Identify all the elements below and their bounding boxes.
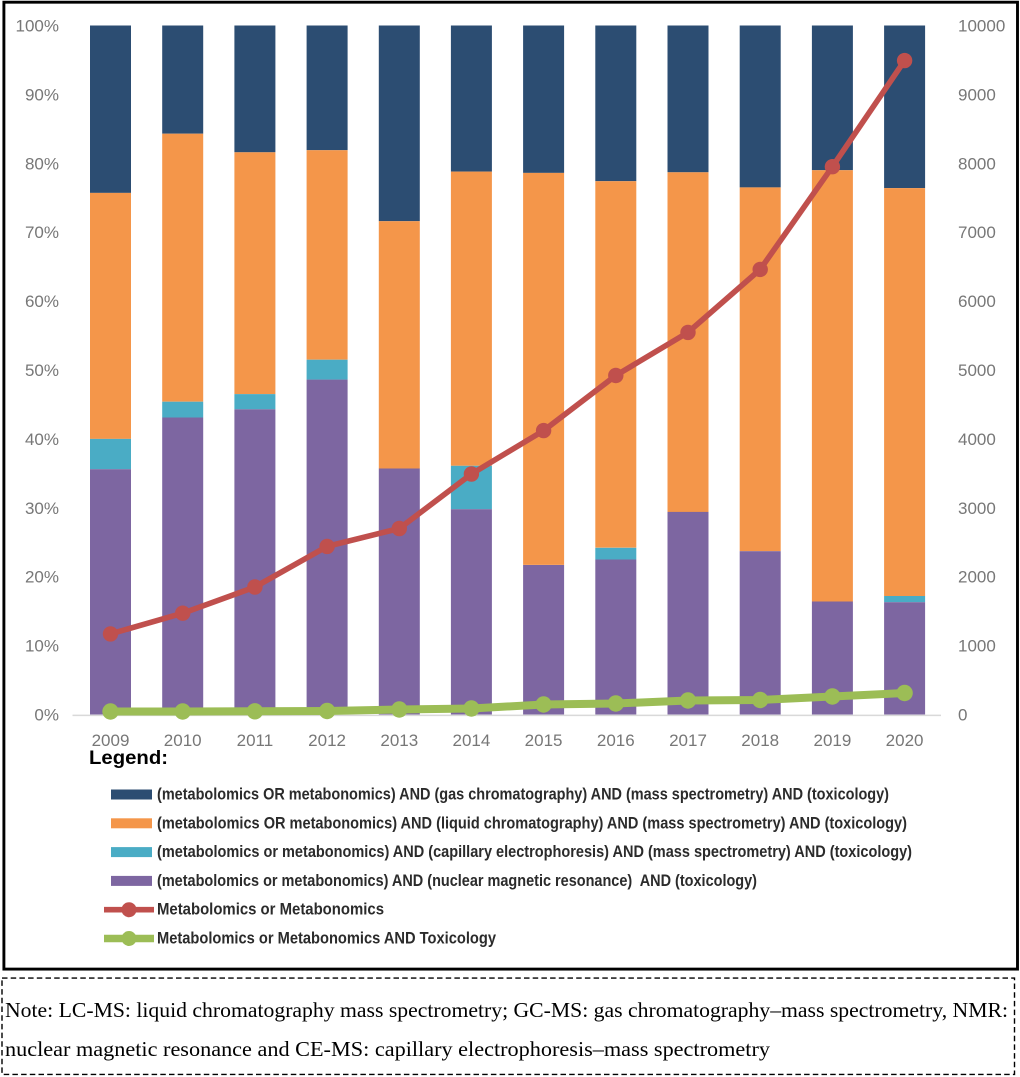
svg-text:nuclear magnetic resonance and: nuclear magnetic resonance and CE-MS: ca… <box>5 1037 771 1061</box>
svg-text:10000: 10000 <box>958 17 1005 36</box>
svg-text:2015: 2015 <box>525 731 563 750</box>
svg-text:2020: 2020 <box>886 731 924 750</box>
svg-text:6000: 6000 <box>958 292 996 311</box>
svg-text:2012: 2012 <box>308 731 346 750</box>
svg-text:50%: 50% <box>25 361 59 380</box>
svg-text:(metabolomics or metabonomics): (metabolomics or metabonomics) AND (capi… <box>157 842 912 861</box>
svg-text:20%: 20% <box>25 568 59 587</box>
svg-text:10%: 10% <box>25 637 59 656</box>
svg-text:2009: 2009 <box>92 731 130 750</box>
svg-text:40%: 40% <box>25 430 59 449</box>
svg-text:0%: 0% <box>34 706 59 725</box>
svg-text:(metabolomics OR metabonomics): (metabolomics OR metabonomics) AND (gas … <box>157 785 889 804</box>
svg-text:Metabolomics or Metabonomics: Metabolomics or Metabonomics <box>157 900 384 919</box>
svg-text:2016: 2016 <box>597 731 635 750</box>
svg-text:2017: 2017 <box>669 731 707 750</box>
svg-text:2014: 2014 <box>452 731 490 750</box>
svg-text:8000: 8000 <box>958 154 996 173</box>
svg-text:2010: 2010 <box>164 731 202 750</box>
svg-text:80%: 80% <box>25 154 59 173</box>
svg-text:4000: 4000 <box>958 430 996 449</box>
svg-text:60%: 60% <box>25 292 59 311</box>
svg-text:2011: 2011 <box>237 731 274 750</box>
svg-text:1000: 1000 <box>958 637 996 656</box>
svg-text:70%: 70% <box>25 223 59 242</box>
svg-text:30%: 30% <box>25 499 59 518</box>
svg-text:90%: 90% <box>25 85 59 104</box>
svg-text:(metabolomics or metabonomics): (metabolomics or metabonomics) AND (nucl… <box>157 871 757 890</box>
svg-text:2013: 2013 <box>380 731 418 750</box>
svg-text:3000: 3000 <box>958 499 996 518</box>
svg-text:(metabolomics OR metabonomics): (metabolomics OR metabonomics) AND (liqu… <box>157 813 907 832</box>
svg-text:100%: 100% <box>16 17 59 36</box>
svg-text:Metabolomics or Metabonomics A: Metabolomics or Metabonomics AND Toxicol… <box>157 929 496 948</box>
svg-text:0: 0 <box>958 706 967 725</box>
svg-text:2019: 2019 <box>813 731 851 750</box>
svg-text:5000: 5000 <box>958 361 996 380</box>
svg-text:9000: 9000 <box>958 85 996 104</box>
svg-text:Legend:: Legend: <box>89 748 168 769</box>
svg-text:2018: 2018 <box>741 731 779 750</box>
svg-text:2000: 2000 <box>958 568 996 587</box>
svg-text:Note: LC-MS: liquid chromatogr: Note: LC-MS: liquid chromatography mass … <box>5 998 1008 1022</box>
svg-text:7000: 7000 <box>958 223 996 242</box>
